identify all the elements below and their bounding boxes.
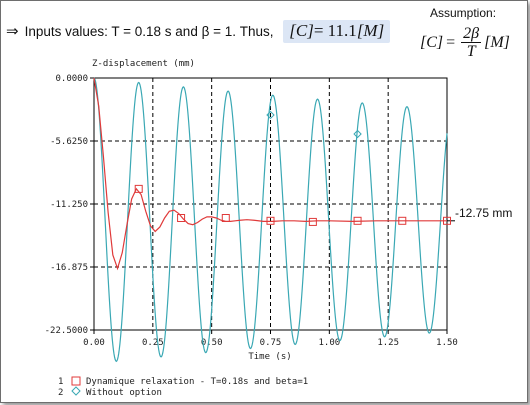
damping-result-formula: [C]= 11.1[M] [283, 20, 391, 43]
assumption-lhs: [C] [420, 34, 444, 51]
x-tick-label: 0.25 [142, 338, 164, 348]
x-tick-label: 1.25 [377, 338, 399, 348]
series-dynamic-relaxation-marker [221, 214, 230, 222]
series-without-option-marker [353, 129, 362, 139]
assumption-equals: = [446, 34, 456, 51]
legend-index-2: 2 [58, 388, 63, 398]
assumption-fraction: 2β T [461, 25, 482, 60]
x-tick-label: 0.00 [83, 338, 105, 348]
y-tick-label: -16.875 [50, 263, 88, 273]
x-tick-label: 0.75 [260, 338, 282, 348]
series-without-option-line [93, 77, 448, 363]
legend-label-1: Dynamique relaxation - T=0.18s and beta=… [86, 377, 308, 387]
mass-matrix-symbol: [M] [356, 21, 385, 40]
input-values-text: Inputs values: T = 0.18 s and β = 1. Thu… [24, 24, 274, 39]
series-without-option-marker [266, 110, 275, 120]
assumption-formula: [C] = 2β T [M] [420, 25, 510, 61]
damping-matrix-symbol: [C] [289, 21, 314, 40]
assumption-label: Assumption: [430, 6, 497, 20]
assumption-numerator: 2β [461, 25, 482, 43]
series-dynamic-relaxation-line [93, 77, 447, 271]
y-tick-label: -11.250 [50, 200, 88, 210]
y-axis-title: Z-displacement (mm) [92, 59, 195, 69]
y-tick-label: 0.0000 [55, 74, 88, 84]
assumption-denominator: T [466, 43, 476, 60]
series-dynamic-relaxation-marker [177, 214, 186, 222]
legend-diamond-marker-icon [71, 386, 81, 396]
series-dynamic-relaxation-marker [353, 216, 362, 225]
series-dynamic-relaxation-marker [134, 184, 143, 193]
legend-square-marker-icon [71, 376, 81, 386]
series-dynamic-relaxation-marker [266, 216, 275, 225]
input-values-line: ⇒ Inputs values: T = 0.18 s and β = 1. Th… [6, 20, 391, 43]
legend-label-2: Without option [86, 388, 162, 398]
series-dynamic-relaxation-marker [398, 216, 407, 225]
equilibrium-annotation: -12.75 mm [455, 206, 512, 220]
series-dynamic-relaxation-marker [443, 216, 451, 225]
legend-index-1: 1 [58, 377, 63, 387]
x-tick-label: 0.50 [201, 338, 223, 348]
x-axis-title: Time (s) [248, 352, 291, 362]
damping-result-value: = 11.1 [313, 21, 357, 40]
implies-arrow-icon: ⇒ [6, 23, 19, 40]
x-tick-label: 1.00 [318, 338, 340, 348]
y-tick-label: -22.5000 [45, 326, 88, 336]
legend: 1 Dynamique relaxation - T=0.18s and bet… [58, 376, 308, 398]
y-tick-label: -5.6250 [50, 137, 88, 147]
assumption-unit: [M] [484, 34, 510, 51]
x-tick-label: 1.50 [436, 338, 458, 348]
series-dynamic-relaxation-marker [308, 217, 317, 226]
